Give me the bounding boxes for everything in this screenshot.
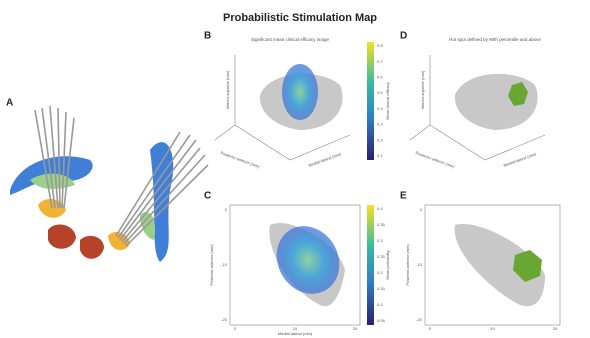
panel-e: E Posterior-anterior (mm) <box>400 191 561 326</box>
panel-label: A <box>6 98 13 109</box>
colorbar-tick-label: 0.1 <box>377 153 383 158</box>
panel-label: E <box>400 191 407 202</box>
x-tick-label: 20 <box>353 326 358 331</box>
structure <box>140 211 156 240</box>
colorbar-tick-label: 0.1 <box>377 302 383 307</box>
panel-a: A <box>6 98 209 262</box>
x-tick-label: 0 <box>234 326 237 331</box>
panel-label: D <box>400 31 407 42</box>
y-tick-label: 0 <box>420 207 423 212</box>
colorbar <box>367 205 374 325</box>
colorbar-label: Mean clinical efficacy <box>385 82 390 120</box>
y-tick-label: -20 <box>416 317 423 322</box>
panel-b: B Significant mean clinical efficacy ima… <box>204 31 390 170</box>
colorbar-tick-label: 0.4 <box>377 106 383 111</box>
structure <box>108 231 130 251</box>
y-tick-label: -10 <box>221 262 228 267</box>
figure-title: Probabilistic Stimulation Map <box>223 12 377 24</box>
y-label: Posterior-anterior (mm) <box>415 150 456 169</box>
colorbar-tick-label: 0.5 <box>377 90 383 95</box>
panel-d: D Hot spot defined by 90th percentile an… <box>400 31 546 169</box>
panel-c: C Posterior-anterior (mm) Medial-lateral… <box>204 191 390 336</box>
x-tick-label: 20 <box>553 326 558 331</box>
colorbar-tick-label: 0.3 <box>377 122 383 127</box>
structure <box>38 198 66 218</box>
x-tick-label: 10 <box>490 326 495 331</box>
x-tick-label: 10 <box>293 326 298 331</box>
panel-subtitle: Hot spot defined by 90th percentile and … <box>449 37 541 42</box>
panel-label: C <box>204 191 211 202</box>
colorbar-tick-label: 0.2 <box>377 137 383 142</box>
hot-spot <box>513 250 542 282</box>
colorbar-tick-label: 0.3 <box>377 238 383 243</box>
colorbar-label: Mean probability <box>385 250 390 279</box>
y-tick-label: -20 <box>221 317 228 322</box>
colorbar-tick-label: 0.05 <box>377 318 386 323</box>
y-tick-label: -10 <box>416 262 423 267</box>
panel-label: B <box>204 31 211 42</box>
region <box>454 224 545 307</box>
colorbar-tick-label: 0.8 <box>377 43 383 48</box>
y-label: Posterior-anterior (mm) <box>220 150 261 169</box>
colorbar <box>367 42 374 160</box>
point-cloud <box>276 226 340 294</box>
x-label: Medial-lateral (mm) <box>278 331 313 336</box>
y-tick-label: 0 <box>225 207 228 212</box>
structure <box>48 224 76 249</box>
colorbar-tick-label: 0.2 <box>377 270 383 275</box>
x-label: Medial-lateral (mm) <box>308 151 343 168</box>
colorbar-tick-label: 0.25 <box>377 254 386 259</box>
point-cloud <box>282 64 318 120</box>
hot-spot <box>508 82 528 106</box>
y-label: Posterior-anterior (mm) <box>405 244 410 286</box>
colorbar-tick-label: 0.7 <box>377 59 383 64</box>
z-label: Inferior-superior (mm) <box>420 70 425 109</box>
x-label: Medial-lateral (mm) <box>503 151 538 168</box>
colorbar-tick-label: 0.4 <box>377 206 383 211</box>
panel-subtitle: Significant mean clinical efficacy image <box>251 37 329 42</box>
colorbar-tick-label: 0.15 <box>377 286 386 291</box>
colorbar-tick-label: 0.6 <box>377 74 383 79</box>
structure <box>80 235 104 259</box>
y-label: Posterior-anterior (mm) <box>209 244 214 286</box>
region <box>454 73 538 130</box>
z-label: Inferior-superior (mm) <box>225 70 230 109</box>
x-tick-label: 0 <box>429 326 432 331</box>
colorbar-tick-label: 0.35 <box>377 222 386 227</box>
